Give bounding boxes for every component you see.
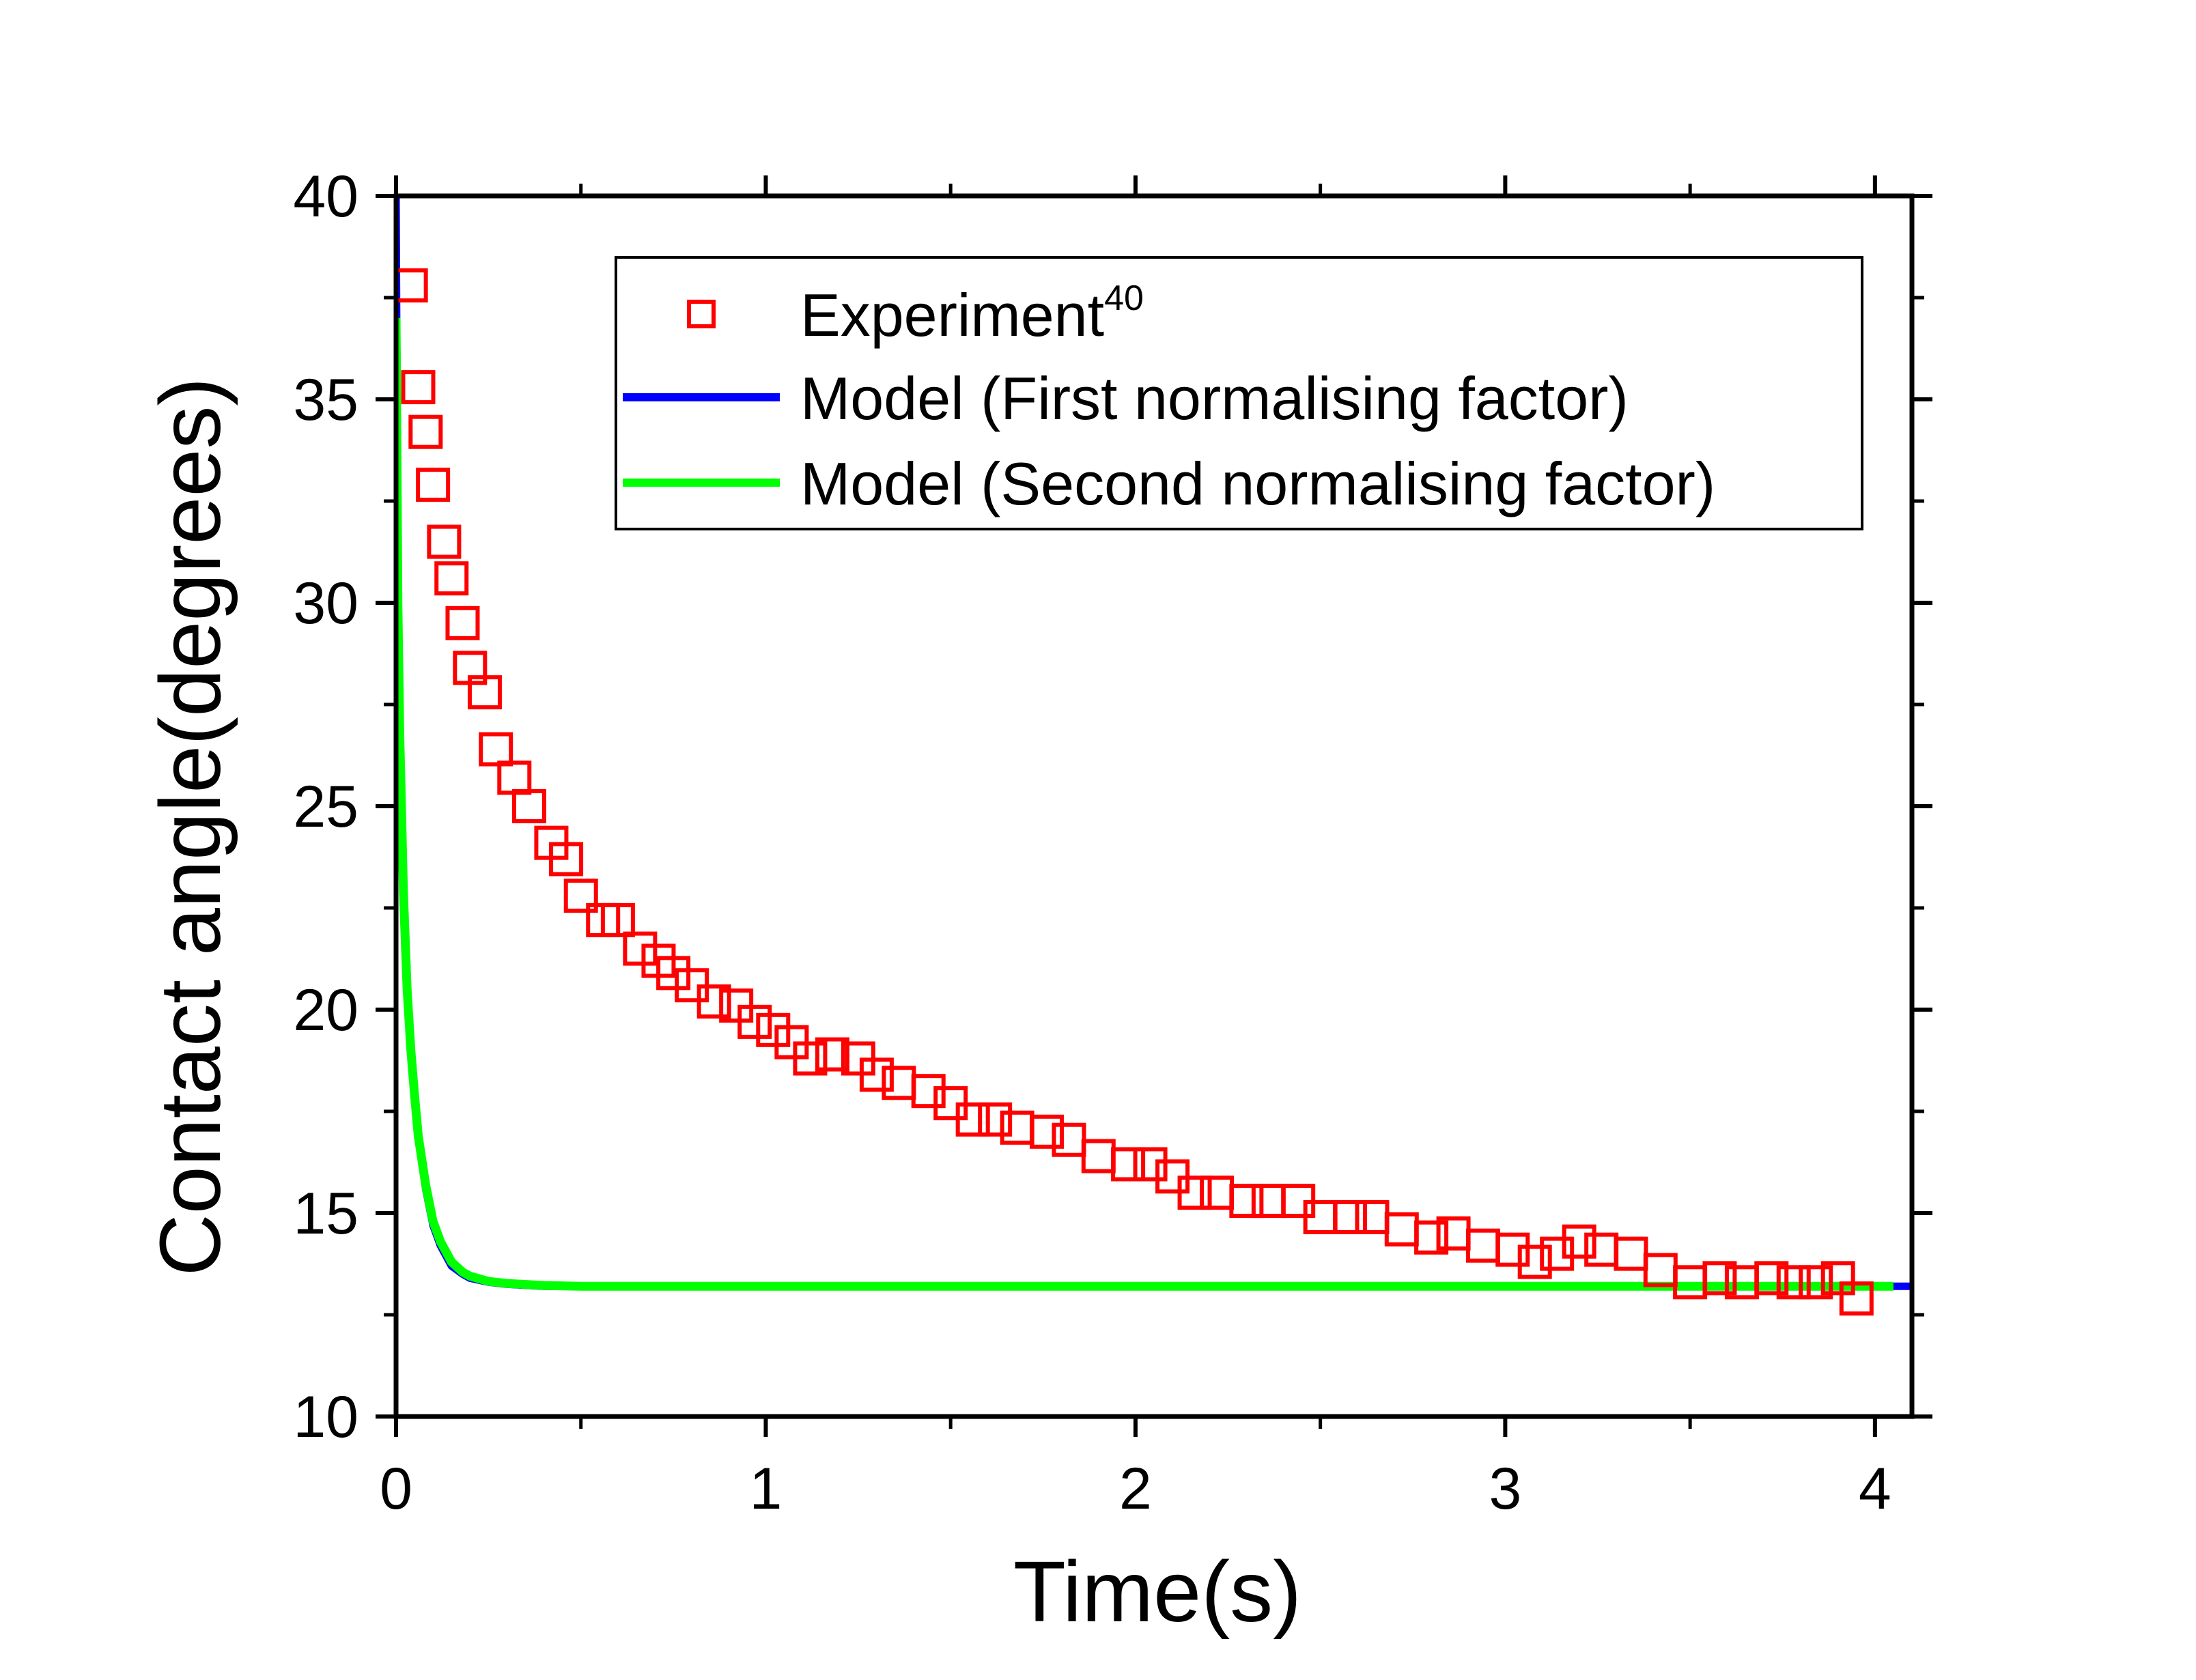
experiment-point bbox=[656, 956, 691, 991]
x-tick-label: 3 bbox=[1489, 1456, 1521, 1522]
experiment-point bbox=[1820, 1261, 1855, 1296]
experiment-point bbox=[445, 606, 480, 640]
axes-layer: 0 1 2 3 4 10 15 20 25 30 35 40 Time(s) Contact angle(… bbox=[142, 164, 1932, 1640]
experiment-point bbox=[1332, 1199, 1367, 1234]
y-tick-label: 20 bbox=[293, 978, 358, 1043]
experiment-point bbox=[1029, 1114, 1064, 1149]
experiment-point bbox=[1799, 1265, 1833, 1300]
experiment-point bbox=[401, 370, 436, 405]
experiment-point bbox=[1839, 1281, 1874, 1316]
series-line-model-second bbox=[396, 317, 1894, 1291]
experiment-point bbox=[434, 561, 469, 596]
y-tick-label: 15 bbox=[293, 1181, 358, 1247]
experiment-point bbox=[408, 414, 443, 449]
experiment-point bbox=[978, 1102, 1013, 1137]
y-tick-label: 25 bbox=[293, 774, 358, 840]
experiment-point bbox=[1111, 1147, 1146, 1182]
x-tick-label: 4 bbox=[1859, 1456, 1891, 1522]
experiment-point bbox=[511, 789, 546, 823]
y-tick-label: 30 bbox=[293, 571, 358, 636]
x-axis-title: Time(s) bbox=[1013, 1543, 1301, 1640]
experiment-point bbox=[1702, 1261, 1737, 1296]
legend-box bbox=[615, 256, 1863, 530]
experiment-point bbox=[416, 468, 451, 502]
experiment-point bbox=[1495, 1232, 1530, 1267]
experiment-point bbox=[815, 1037, 849, 1072]
legend-superscript: 40 bbox=[1104, 279, 1144, 318]
experiment-point bbox=[911, 1074, 946, 1109]
experiment-point bbox=[696, 984, 731, 1019]
experiment-point bbox=[1776, 1265, 1811, 1300]
x-tick-label: 1 bbox=[750, 1456, 783, 1522]
y-tick-label: 40 bbox=[293, 164, 358, 229]
experiment-point bbox=[1177, 1176, 1212, 1210]
experiment-point bbox=[623, 931, 658, 966]
legend-label-model-first: Model (First normalising factor) bbox=[800, 365, 1629, 432]
experiment-point bbox=[1562, 1224, 1596, 1259]
experiment-point bbox=[600, 902, 635, 937]
experiment-point bbox=[1540, 1236, 1575, 1271]
experiment-point bbox=[737, 1004, 772, 1039]
experiment-point bbox=[1754, 1261, 1789, 1296]
experiment-point bbox=[563, 879, 598, 913]
experiment-point bbox=[955, 1102, 990, 1137]
series-layer bbox=[393, 196, 1912, 1316]
experiment-point bbox=[1133, 1147, 1168, 1182]
experiment-point bbox=[793, 1041, 828, 1076]
experiment-point bbox=[1517, 1244, 1552, 1279]
experiment-point bbox=[1229, 1184, 1264, 1219]
legend-marker-experiment bbox=[687, 300, 716, 328]
y-tick-label: 35 bbox=[293, 367, 358, 433]
experiment-point bbox=[1414, 1220, 1449, 1255]
experiment-point bbox=[467, 675, 502, 710]
experiment-point bbox=[859, 1057, 894, 1092]
y-axis-title: Contact angle(degrees) bbox=[142, 378, 238, 1277]
experiment-point bbox=[756, 1012, 791, 1047]
y-tick-label: 10 bbox=[293, 1384, 358, 1450]
legend-label-model-second: Model (Second normalising factor) bbox=[800, 450, 1715, 517]
experiment-point bbox=[549, 842, 584, 877]
legend-label-experiment: Experiment40 bbox=[800, 279, 1144, 349]
x-tick-label: 2 bbox=[1119, 1456, 1152, 1522]
x-tick-label: 0 bbox=[380, 1456, 412, 1522]
experiment-point bbox=[479, 732, 513, 767]
experiment-point bbox=[427, 524, 462, 559]
legend: Experiment40 Model (First normalising fac… bbox=[615, 256, 1863, 530]
